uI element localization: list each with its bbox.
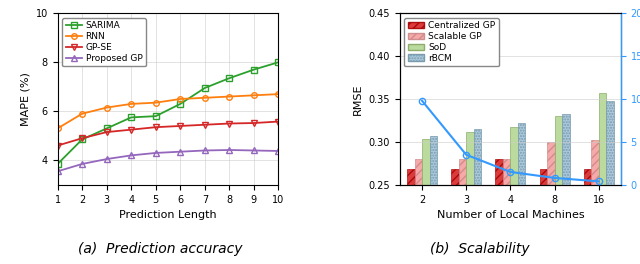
Bar xyxy=(540,169,547,264)
RNN xyxy=(250,94,258,97)
RNN xyxy=(78,112,86,115)
RNN xyxy=(152,101,159,104)
SARIMA xyxy=(225,77,233,80)
Bar xyxy=(429,136,437,264)
Proposed GP xyxy=(152,151,159,154)
SARIMA xyxy=(201,86,209,89)
Bar xyxy=(466,132,474,264)
Bar xyxy=(554,116,562,264)
Bar xyxy=(459,159,466,264)
Bar xyxy=(598,93,606,264)
Line: GP-SE: GP-SE xyxy=(55,119,281,148)
SARIMA xyxy=(54,162,61,166)
Proposed GP xyxy=(201,149,209,152)
GP-SE xyxy=(103,130,111,134)
Bar xyxy=(422,139,429,264)
Proposed GP xyxy=(177,150,184,153)
SARIMA xyxy=(275,61,282,64)
Y-axis label: RMSE: RMSE xyxy=(353,83,363,115)
Proposed GP xyxy=(275,149,282,153)
Bar xyxy=(591,140,598,264)
Bar xyxy=(518,123,525,264)
Bar xyxy=(606,101,614,264)
SARIMA xyxy=(177,102,184,106)
SARIMA xyxy=(127,116,135,119)
GP-SE xyxy=(127,128,135,131)
Proposed GP xyxy=(54,170,61,173)
Bar xyxy=(562,114,570,264)
Line: Proposed GP: Proposed GP xyxy=(55,147,281,174)
RNN xyxy=(54,127,61,130)
X-axis label: Number of Local Machines: Number of Local Machines xyxy=(436,210,584,220)
GP-SE xyxy=(54,144,61,147)
Bar xyxy=(547,142,554,264)
SARIMA xyxy=(152,115,159,118)
RNN xyxy=(225,95,233,98)
X-axis label: Prediction Length: Prediction Length xyxy=(119,210,217,220)
Bar xyxy=(584,169,591,264)
Proposed GP xyxy=(78,162,86,166)
Bar xyxy=(503,159,510,264)
Bar xyxy=(474,129,481,264)
RNN xyxy=(103,106,111,109)
Bar xyxy=(407,169,415,264)
Text: (a)  Prediction accuracy: (a) Prediction accuracy xyxy=(77,242,243,256)
SARIMA xyxy=(103,127,111,130)
RNN xyxy=(201,96,209,99)
GP-SE xyxy=(201,123,209,126)
Bar xyxy=(415,159,422,264)
SARIMA xyxy=(78,138,86,141)
Proposed GP xyxy=(127,154,135,157)
Proposed GP xyxy=(250,149,258,152)
Line: RNN: RNN xyxy=(55,91,281,131)
Text: (b)  Scalability: (b) Scalability xyxy=(430,242,530,256)
SARIMA xyxy=(250,68,258,71)
GP-SE xyxy=(177,124,184,128)
Proposed GP xyxy=(225,148,233,152)
Proposed GP xyxy=(103,157,111,161)
Legend: SARIMA, RNN, GP-SE, Proposed GP: SARIMA, RNN, GP-SE, Proposed GP xyxy=(62,18,146,66)
Bar xyxy=(495,159,503,264)
Bar xyxy=(510,127,518,264)
Bar xyxy=(451,169,459,264)
RNN xyxy=(275,92,282,96)
RNN xyxy=(177,97,184,101)
GP-SE xyxy=(225,122,233,125)
Line: SARIMA: SARIMA xyxy=(55,59,281,167)
GP-SE xyxy=(275,120,282,123)
Legend: Centralized GP, Scalable GP, SoD, rBCM: Centralized GP, Scalable GP, SoD, rBCM xyxy=(404,18,499,66)
GP-SE xyxy=(152,126,159,129)
GP-SE xyxy=(78,137,86,140)
RNN xyxy=(127,102,135,106)
GP-SE xyxy=(250,121,258,125)
Y-axis label: MAPE (%): MAPE (%) xyxy=(20,72,30,126)
